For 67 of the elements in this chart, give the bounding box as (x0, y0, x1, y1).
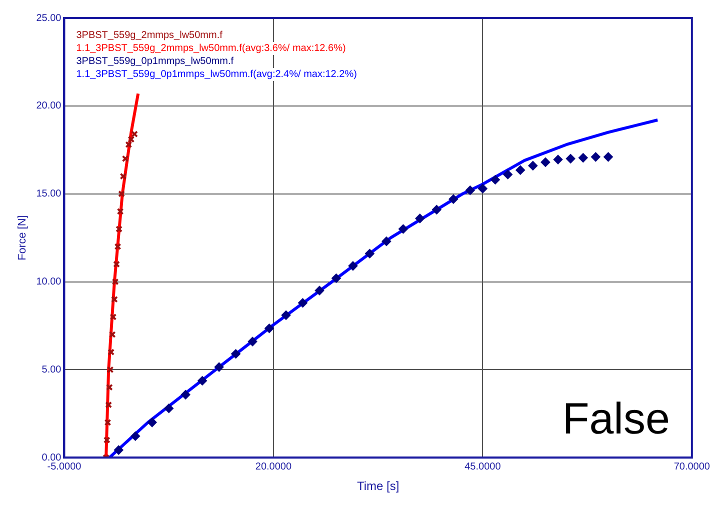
point (540, 158, 550, 167)
point (116, 208, 124, 215)
y-tick-label: 20.00 (36, 100, 62, 112)
y-tick-label: 0.00 (42, 452, 62, 464)
point (181, 390, 190, 400)
point (490, 175, 500, 184)
point (398, 224, 408, 234)
point (104, 418, 112, 426)
point (298, 298, 308, 308)
point (108, 331, 116, 338)
point (110, 313, 117, 320)
point (103, 436, 110, 444)
point (120, 172, 127, 180)
y-tick-label: 10.00 (36, 276, 62, 288)
point (503, 170, 512, 179)
point (106, 384, 113, 391)
point (528, 161, 538, 170)
point (130, 432, 140, 441)
point (106, 366, 114, 374)
x-tick-label: -5.0000 (47, 461, 82, 472)
point (466, 186, 475, 195)
y-tick-label: 25.00 (36, 12, 62, 24)
point (264, 324, 274, 333)
point (432, 205, 442, 214)
text: 3PBST_559g_2mmps_lw50mm.f (76, 30, 223, 41)
point (114, 243, 122, 250)
point (114, 446, 124, 455)
point (113, 260, 120, 268)
point (164, 404, 174, 413)
y-tick-label: 5.00 (42, 364, 62, 376)
x-axis-title: Time [s] (356, 479, 400, 494)
annotation: False (562, 394, 670, 444)
point (516, 166, 525, 175)
x-tick-label: 70.0000 (674, 461, 710, 472)
point (231, 349, 240, 358)
point (382, 236, 391, 246)
point (554, 155, 563, 164)
x-tick-label: 45.0000 (464, 461, 502, 472)
point (116, 226, 123, 232)
point (282, 310, 291, 320)
point (108, 348, 115, 356)
y-tick-label: 15.00 (36, 188, 62, 200)
point (112, 278, 119, 286)
point (332, 274, 341, 283)
point (348, 261, 358, 270)
y-axis-title: Force [N] (16, 215, 29, 260)
text: 1.1_3PBST_559g_2mmps_lw50mm.f(avg:3.6%/ max:12.6%) (76, 42, 346, 54)
text: 3PBST_559g_0p1mmps_lw50mm.f (76, 56, 234, 67)
point (214, 362, 224, 372)
point (314, 286, 324, 296)
point (578, 153, 588, 162)
point (415, 214, 424, 223)
point (110, 296, 118, 303)
point (365, 249, 374, 258)
text: 1.1_3PBST_559g_0p1mmps_lw50mm.f(avg:2.4%/ max:12.2%) (76, 68, 357, 80)
point (478, 184, 488, 194)
point (148, 418, 157, 427)
point (448, 194, 458, 204)
point (105, 401, 112, 408)
point (122, 155, 129, 162)
x-tick-label: 20.0000 (255, 461, 292, 472)
point (198, 376, 207, 386)
point (118, 190, 126, 198)
point (248, 337, 258, 346)
point (604, 152, 613, 162)
point (566, 154, 576, 164)
point (591, 152, 600, 162)
